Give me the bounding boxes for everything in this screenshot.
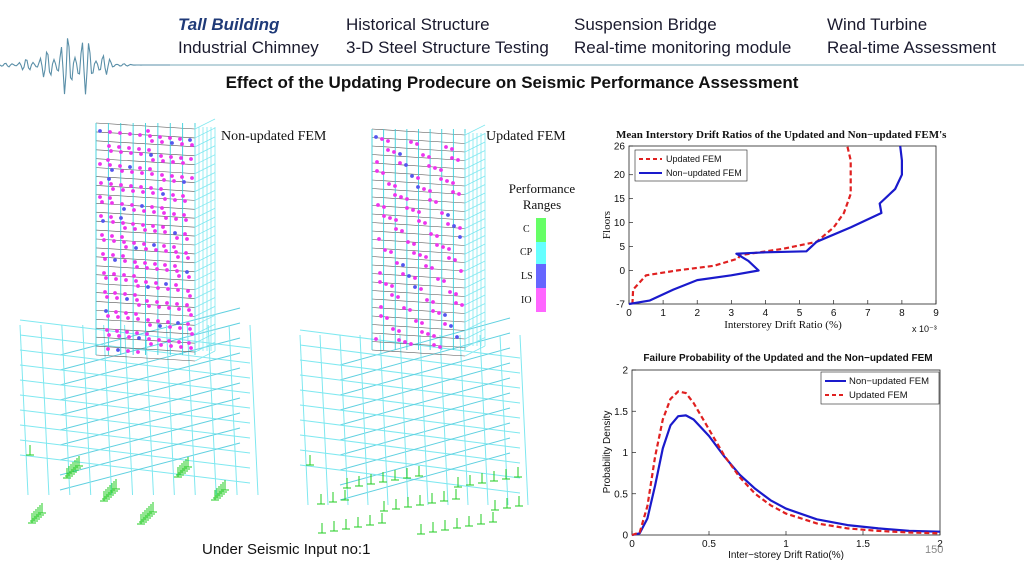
chart2-series <box>631 390 941 537</box>
legend-label-cp: CP <box>520 247 533 258</box>
chart1-series-line-updated <box>631 145 852 305</box>
drift-ratio-chart: Mean Interstory Drift Ratios of the Upda… <box>601 129 947 334</box>
legend-title-line1: Performance <box>509 181 576 196</box>
chart1-ytick-label: -7 <box>616 300 625 311</box>
chart2-xtick-label: 0 <box>629 539 635 550</box>
chart2-ytick-label: 1.5 <box>614 407 628 418</box>
nav-industrial-chimney[interactable]: Industrial Chimney <box>178 38 319 57</box>
nav-real-time-assessment[interactable]: Real-time Assessment <box>827 38 997 57</box>
chart1-xtick-label: 2 <box>694 308 700 319</box>
chart2-ytick-label: 0 <box>622 531 628 542</box>
chart1-xtick-label: 9 <box>933 308 939 319</box>
failure-probability-chart: Failure Probability of the Updated and t… <box>602 353 943 561</box>
chart2-y-axis-label: Probability Density <box>602 411 613 494</box>
chart2-legend: Non−updated FEM Updated FEM <box>820 371 940 405</box>
chart2-xtick-label: 2 <box>937 539 943 550</box>
legend-swatch-ls <box>536 264 546 288</box>
chart1-xtick-label: 4 <box>763 308 769 319</box>
chart1-xtick-label: 8 <box>899 308 905 319</box>
non-updated-fem-model <box>19 118 259 525</box>
chart1-x-axis-label: Interstorey Drift Ratio (%) <box>724 319 842 331</box>
legend-title-line2: Ranges <box>523 197 561 212</box>
chart2-xtick-label: 1 <box>783 539 789 550</box>
chart1-legend: Updated FEM Non−updated FEM <box>634 149 748 182</box>
chart1-ytick-label: 5 <box>619 242 625 253</box>
chart2-legend-nonupdated-label: Non−updated FEM <box>849 376 929 387</box>
chart1-xtick-label: 7 <box>865 308 871 319</box>
legend-swatch-io <box>536 288 546 312</box>
chart1-ytick-label: 15 <box>614 194 626 205</box>
chart1-legend-updated-label: Updated FEM <box>666 154 722 164</box>
seismic-input-caption: Under Seismic Input no:1 <box>202 541 371 558</box>
building-models-area: Non-updated FEM Updated FEM Performance … <box>19 118 576 535</box>
chart1-legend-nonupdated-label: Non−updated FEM <box>666 168 742 178</box>
nav-tall-building[interactable]: Tall Building <box>178 15 280 34</box>
nav-wind-turbine[interactable]: Wind Turbine <box>827 15 928 34</box>
waveform-line <box>0 38 200 95</box>
legend-swatch-c <box>536 218 546 242</box>
chart1-y-axis-label: Floors <box>601 211 613 239</box>
chart1-xtick-label: 0 <box>626 308 632 319</box>
legend-label-io: IO <box>521 295 532 306</box>
chart1-xtick-label: 6 <box>831 308 837 319</box>
chart1-xtick-label: 5 <box>797 308 803 319</box>
chart1-ytick-label: 26 <box>614 142 626 153</box>
updated-fem-label: Updated FEM <box>486 129 566 144</box>
chart1-series-line-nonupdated <box>628 145 903 306</box>
chart1-xtick-label: 3 <box>729 308 735 319</box>
nav-3d-steel-structure-testing[interactable]: 3-D Steel Structure Testing <box>346 38 549 57</box>
updated-fem-model <box>299 124 529 535</box>
page-number: 150 <box>925 544 944 556</box>
chart2-ticks: 0 0.5 1 1.5 2 0 0.5 1 1.5 2 <box>614 366 943 551</box>
chart2-ytick-label: 2 <box>622 366 628 377</box>
legend-label-c: C <box>523 224 530 235</box>
chart2-x-axis-label: Inter−storey Drift Ratio(%) <box>728 550 844 561</box>
chart1-xtick-label: 1 <box>660 308 666 319</box>
chart1-ytick-label: 10 <box>614 218 626 229</box>
chart2-xtick-label: 0.5 <box>702 539 716 550</box>
nav-historical-structure[interactable]: Historical Structure <box>346 15 490 34</box>
chart1-ytick-label: 0 <box>619 266 625 277</box>
nav-suspension-bridge[interactable]: Suspension Bridge <box>574 15 717 34</box>
legend-label-ls: LS <box>521 271 533 282</box>
chart2-legend-updated-label: Updated FEM <box>849 390 908 401</box>
chart2-series-line-updated <box>631 390 941 537</box>
chart2-xtick-label: 1.5 <box>856 539 870 550</box>
chart1-title: Mean Interstory Drift Ratios of the Upda… <box>616 129 947 141</box>
chart2-title: Failure Probability of the Updated and t… <box>643 353 932 364</box>
non-updated-fem-label: Non-updated FEM <box>221 129 327 144</box>
chart2-ytick-label: 0.5 <box>614 489 628 500</box>
chart1-ytick-label: 20 <box>614 170 626 181</box>
legend-swatch-cp <box>536 242 546 264</box>
slide-title: Effect of the Updating Prodecure on Seis… <box>225 73 799 92</box>
chart1-x-multiplier: x 10⁻³ <box>912 324 937 334</box>
seismic-waveform-decoration <box>0 38 1024 95</box>
chart2-series-line-nonupdated <box>631 414 941 537</box>
nav-real-time-monitoring-module[interactable]: Real-time monitoring module <box>574 38 792 57</box>
chart1-series <box>628 145 903 306</box>
chart2-ytick-label: 1 <box>622 448 628 459</box>
